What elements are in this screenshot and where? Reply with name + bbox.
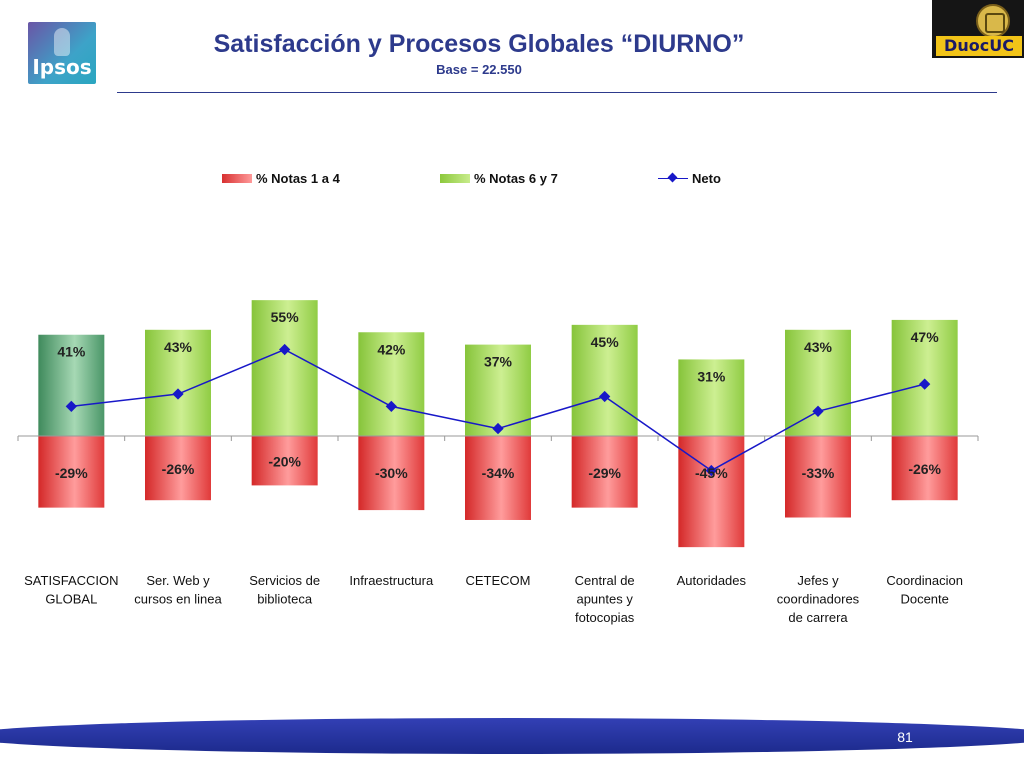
page-title: Satisfacción y Procesos Globales “DIURNO… [213, 30, 745, 58]
legend-label: Neto [692, 170, 721, 186]
bar-negative [891, 436, 958, 501]
category-label: Servicios de [249, 573, 320, 588]
bar-positive [251, 300, 318, 436]
bar-positive [571, 324, 638, 436]
net-marker [279, 343, 291, 356]
category-label: cursos en linea [134, 592, 222, 607]
net-marker [385, 400, 397, 413]
data-label-positive: 43% [804, 339, 833, 355]
category-label: biblioteca [257, 592, 313, 607]
bar-positive [358, 332, 425, 436]
bar-positive [145, 329, 211, 436]
legend-item-neto: Neto [658, 170, 721, 186]
legend-label: % Notas 1 a 4 [256, 170, 340, 186]
net-marker [919, 378, 931, 390]
net-marker [599, 390, 611, 403]
category-labels-layer: SATISFACCION GLOBAL Ser. Web y cursos en li… [24, 573, 963, 625]
duoc-logo-text: DuocUC [936, 36, 1022, 56]
data-label-negative: -26% [908, 461, 941, 477]
data-label-negative: -29% [55, 465, 88, 481]
footer-band [0, 718, 1024, 754]
data-label-negative: -29% [588, 465, 621, 481]
ipsos-logo: Ipsos [28, 22, 96, 84]
bars-layer [38, 300, 958, 548]
data-label-negative: -20% [268, 454, 301, 470]
bar-negative [785, 436, 851, 518]
category-label: fotocopias [575, 610, 635, 625]
data-label-negative: -30% [375, 465, 408, 481]
ipsos-logo-head-icon [54, 28, 70, 56]
category-label: SATISFACCION [24, 573, 118, 588]
category-label: CETECOM [466, 573, 531, 588]
bar-negative [251, 436, 318, 486]
bar-negative [145, 436, 211, 501]
bar-negative [465, 436, 531, 520]
data-label-positive: 47% [911, 329, 940, 345]
legend-swatch-red [222, 173, 252, 183]
category-label: Coordinacion [886, 573, 963, 588]
data-label-negative: -33% [802, 465, 835, 481]
page-subtitle: Base = 22.550 [436, 62, 522, 77]
category-label: de carrera [788, 610, 848, 625]
bar-positive [785, 329, 851, 436]
legend-line-marker-icon [658, 174, 688, 183]
category-label: Docente [900, 592, 948, 607]
bar-positive [38, 334, 105, 436]
duoc-uc-logo: DuocUC [932, 0, 1024, 58]
bar-negative [358, 436, 425, 511]
data-label-positive: 55% [271, 309, 300, 325]
data-label-positive: 37% [484, 354, 513, 370]
category-label: Central de [575, 573, 635, 588]
data-label-positive: 31% [697, 368, 726, 384]
bar-negative [571, 436, 638, 508]
duoc-crest-icon [976, 4, 1010, 38]
bar-line-chart: 41% -29% 43% -26% 55% -20% 42% -30% 37% -34% 45% -2… [17, 300, 979, 625]
category-label: GLOBAL [45, 592, 97, 607]
page-number: 81 [897, 729, 913, 745]
net-marker [705, 464, 717, 477]
data-label-positive: 42% [377, 341, 406, 357]
data-label-positive: 41% [57, 344, 86, 360]
ipsos-logo-text: Ipsos [32, 55, 92, 79]
legend-swatch-green [440, 173, 470, 183]
legend-item-notas-1-4: % Notas 1 a 4 [222, 170, 340, 186]
category-label: apuntes y [576, 592, 633, 607]
category-label: Infraestructura [349, 573, 434, 588]
bar-negative [38, 436, 105, 508]
data-label-negative: -26% [162, 461, 195, 477]
category-label: coordinadores [777, 592, 860, 607]
bar-positive [678, 359, 745, 436]
category-label: Jefes y [797, 573, 839, 588]
net-marker [172, 388, 184, 400]
category-label: Ser. Web y [146, 573, 210, 588]
title-divider [117, 92, 997, 93]
data-label-positive: 45% [591, 334, 620, 350]
data-label-positive: 43% [164, 339, 193, 355]
bar-positive [891, 319, 958, 436]
bar-negative [678, 436, 745, 548]
legend-label: % Notas 6 y 7 [474, 170, 558, 186]
legend-item-notas-6-7: % Notas 6 y 7 [440, 170, 558, 186]
category-label: Autoridades [677, 573, 747, 588]
net-marker [492, 422, 504, 435]
data-label-negative: -34% [482, 465, 515, 481]
data-labels-layer: 41% -29% 43% -26% 55% -20% 42% -30% 37% -34% 45% -2… [55, 309, 942, 481]
data-label-negative: -45% [695, 465, 728, 481]
net-marker [812, 405, 824, 417]
bar-positive [465, 344, 531, 436]
